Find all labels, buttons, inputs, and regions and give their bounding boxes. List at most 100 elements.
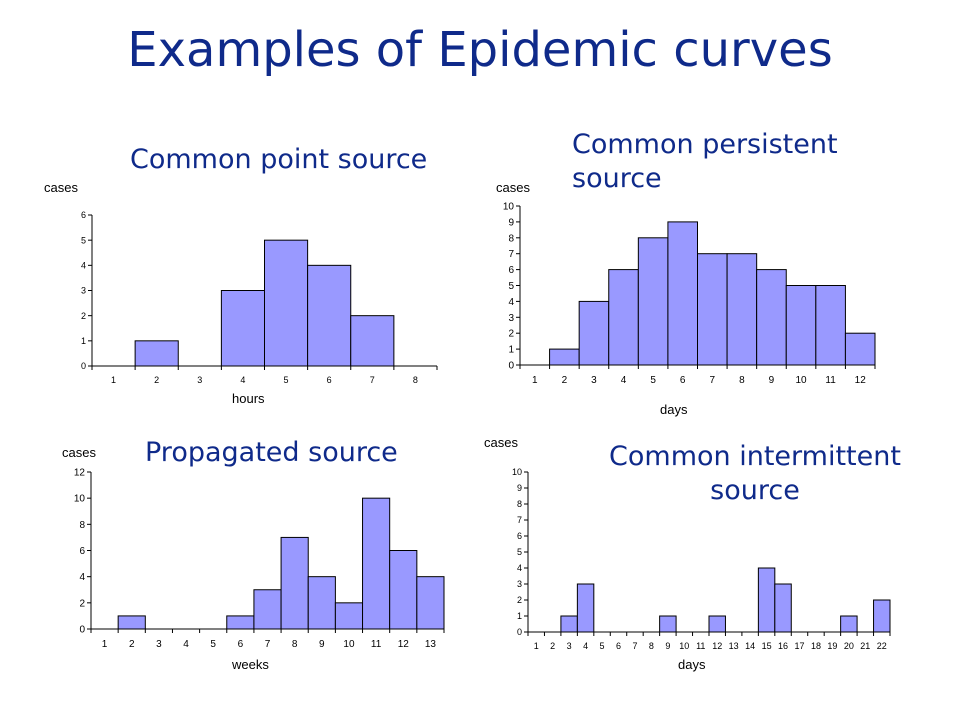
y-tick-label: 4 bbox=[81, 260, 86, 270]
chart-title-point-source: Common point source bbox=[130, 144, 428, 175]
bar bbox=[350, 315, 395, 367]
x-tick-label: 14 bbox=[745, 641, 755, 651]
xlabel-propagated-source: weeks bbox=[232, 657, 269, 672]
y-tick-label: 1 bbox=[81, 336, 86, 346]
x-tick-label: 1 bbox=[532, 375, 538, 386]
x-tick-label: 17 bbox=[794, 641, 804, 651]
bar bbox=[844, 332, 876, 366]
x-tick-label: 11 bbox=[825, 375, 836, 386]
x-tick-label: 5 bbox=[284, 375, 289, 385]
y-tick-label: 7 bbox=[517, 515, 522, 525]
x-tick-label: 7 bbox=[710, 375, 716, 386]
x-tick-label: 2 bbox=[562, 375, 568, 386]
y-tick-label: 4 bbox=[517, 563, 522, 573]
bar bbox=[815, 285, 846, 366]
y-tick-label: 12 bbox=[74, 468, 86, 479]
bar bbox=[220, 290, 265, 367]
bar bbox=[667, 221, 699, 366]
y-tick-label: 6 bbox=[79, 546, 85, 557]
y-tick-label: 7 bbox=[508, 249, 514, 260]
x-tick-label: 8 bbox=[413, 375, 418, 385]
y-tick-label: 6 bbox=[517, 531, 522, 541]
x-tick-label: 10 bbox=[795, 375, 807, 386]
x-tick-label: 1 bbox=[534, 641, 539, 651]
y-tick-label: 0 bbox=[79, 625, 85, 636]
x-tick-label: 5 bbox=[600, 641, 605, 651]
bar bbox=[134, 340, 179, 367]
x-tick-label: 22 bbox=[877, 641, 887, 651]
x-tick-label: 15 bbox=[762, 641, 772, 651]
bar bbox=[608, 269, 639, 366]
x-tick-label: 8 bbox=[649, 641, 654, 651]
bar bbox=[264, 239, 309, 367]
y-tick-label: 6 bbox=[81, 210, 86, 220]
y-tick-label: 6 bbox=[508, 265, 514, 276]
chart-title-intermittent-source: Common intermittent source bbox=[609, 441, 901, 506]
y-tick-label: 8 bbox=[508, 233, 514, 244]
bar bbox=[578, 300, 610, 366]
x-tick-label: 19 bbox=[827, 641, 837, 651]
y-tick-label: 5 bbox=[81, 235, 86, 245]
x-tick-label: 4 bbox=[621, 375, 627, 386]
x-tick-label: 7 bbox=[632, 641, 637, 651]
x-tick-label: 4 bbox=[583, 641, 588, 651]
y-tick-label: 8 bbox=[517, 499, 522, 509]
y-tick-label: 1 bbox=[508, 345, 514, 356]
x-tick-label: 4 bbox=[183, 639, 189, 650]
x-tick-label: 20 bbox=[844, 641, 854, 651]
x-tick-label: 1 bbox=[102, 639, 108, 650]
y-tick-label: 2 bbox=[81, 311, 86, 321]
x-tick-label: 21 bbox=[860, 641, 870, 651]
x-tick-label: 5 bbox=[650, 375, 656, 386]
y-tick-label: 0 bbox=[81, 361, 86, 371]
x-tick-label: 4 bbox=[240, 375, 245, 385]
bar bbox=[576, 583, 595, 633]
y-tick-label: 4 bbox=[79, 572, 85, 583]
xlabel-persistent-source: days bbox=[660, 402, 688, 417]
x-tick-label: 2 bbox=[129, 639, 135, 650]
ylabel-point-source: cases bbox=[44, 180, 78, 195]
bar bbox=[307, 264, 352, 367]
x-tick-label: 18 bbox=[811, 641, 821, 651]
y-tick-label: 9 bbox=[517, 483, 522, 493]
x-tick-label: 11 bbox=[696, 641, 705, 651]
bar bbox=[774, 583, 792, 633]
y-tick-label: 5 bbox=[508, 281, 514, 292]
x-tick-label: 13 bbox=[425, 639, 437, 650]
x-tick-label: 6 bbox=[238, 639, 244, 650]
chart-title-persistent-source: Common persistent source bbox=[572, 129, 838, 194]
bar bbox=[785, 285, 817, 366]
slide-title: Examples of Epidemic curves bbox=[127, 22, 833, 78]
x-tick-label: 2 bbox=[154, 375, 159, 385]
x-tick-label: 8 bbox=[292, 639, 298, 650]
x-tick-label: 12 bbox=[712, 641, 722, 651]
x-tick-label: 3 bbox=[156, 639, 162, 650]
x-tick-label: 12 bbox=[398, 639, 410, 650]
y-tick-label: 10 bbox=[512, 467, 522, 477]
ylabel-propagated-source: cases bbox=[62, 445, 96, 460]
y-tick-label: 10 bbox=[74, 494, 86, 505]
y-tick-label: 8 bbox=[79, 520, 85, 531]
x-tick-label: 6 bbox=[616, 641, 621, 651]
y-tick-label: 2 bbox=[79, 598, 85, 609]
x-tick-label: 8 bbox=[739, 375, 745, 386]
bar bbox=[756, 269, 787, 366]
x-tick-label: 2 bbox=[550, 641, 555, 651]
x-tick-label: 3 bbox=[197, 375, 202, 385]
x-tick-label: 11 bbox=[371, 639, 382, 650]
bar bbox=[560, 615, 578, 633]
x-tick-label: 5 bbox=[210, 639, 216, 650]
x-tick-label: 16 bbox=[778, 641, 788, 651]
bar bbox=[840, 615, 858, 633]
x-tick-label: 9 bbox=[319, 639, 325, 650]
y-tick-label: 10 bbox=[503, 202, 515, 213]
x-tick-label: 9 bbox=[665, 641, 670, 651]
x-tick-label: 10 bbox=[343, 639, 355, 650]
y-tick-label: 4 bbox=[508, 297, 514, 308]
x-tick-label: 7 bbox=[265, 639, 271, 650]
y-tick-label: 0 bbox=[517, 627, 522, 637]
